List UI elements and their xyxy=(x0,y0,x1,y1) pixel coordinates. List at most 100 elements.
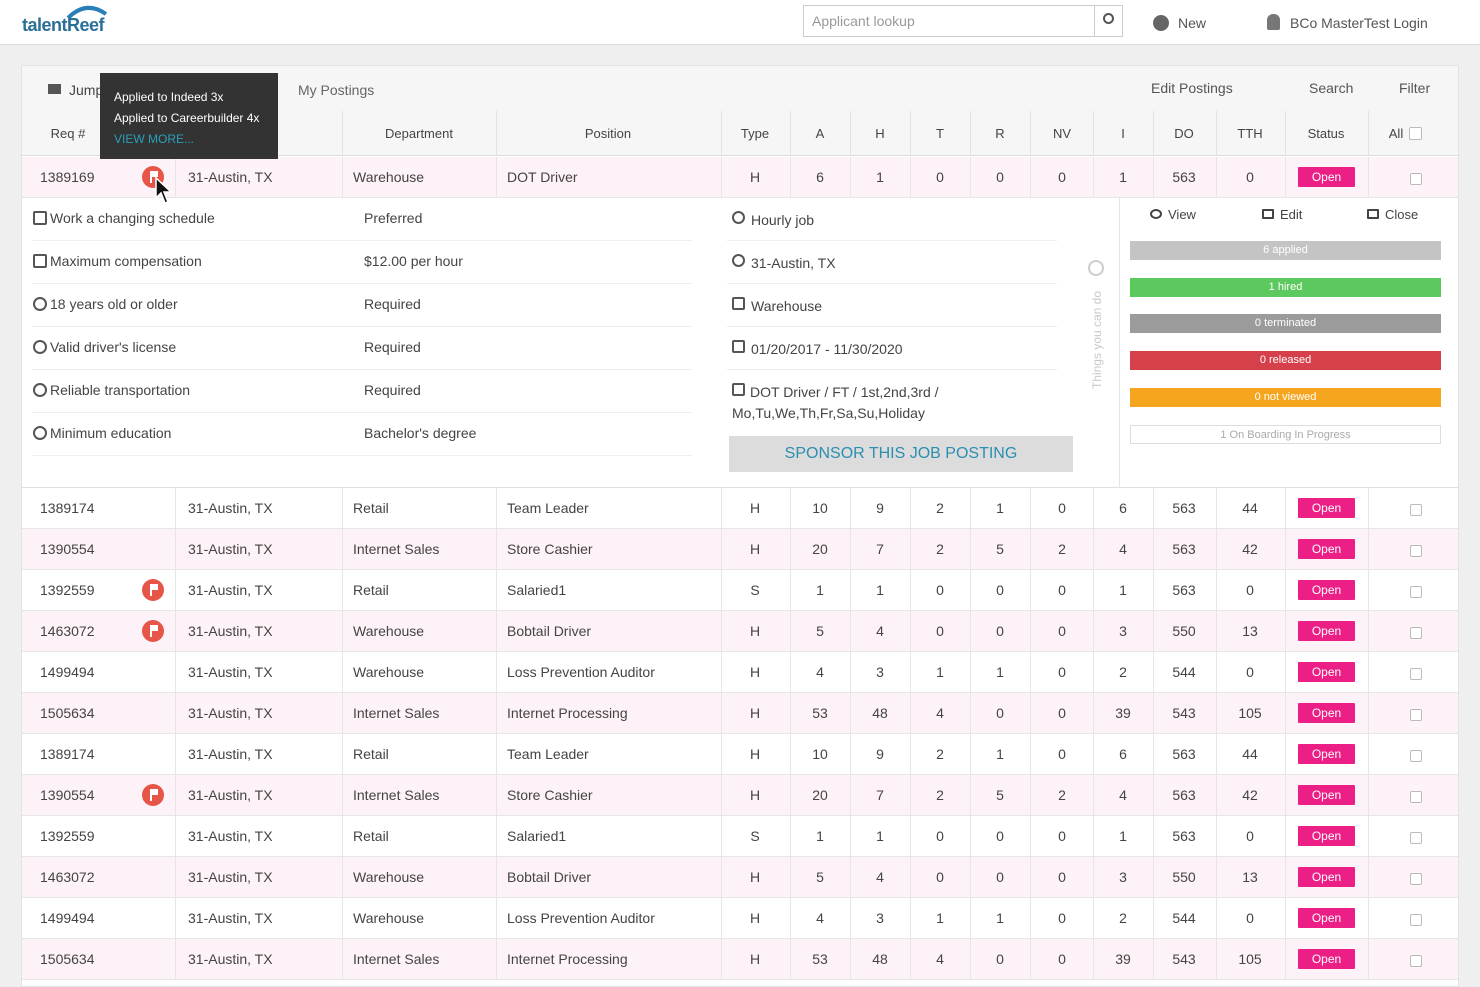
column-divider xyxy=(790,857,791,898)
toolbar-filter[interactable]: Filter xyxy=(1399,80,1431,96)
cell-tth: 42 xyxy=(1242,541,1258,557)
table-row[interactable] xyxy=(22,816,1458,857)
flag-icon xyxy=(142,784,164,806)
status-bar: 1 hired xyxy=(1130,277,1441,297)
status-badge[interactable]: Open xyxy=(1298,744,1355,764)
row-checkbox[interactable] xyxy=(1410,955,1422,967)
table-row[interactable] xyxy=(22,652,1458,693)
column-divider xyxy=(721,898,722,939)
status-badge[interactable]: Open xyxy=(1298,949,1355,969)
column-divider xyxy=(1285,652,1286,693)
table-row[interactable] xyxy=(22,488,1458,529)
row-checkbox[interactable] xyxy=(1410,545,1422,557)
column-divider xyxy=(721,939,722,980)
user-menu[interactable]: BCo MasterTest Login xyxy=(1290,15,1428,31)
status-badge[interactable]: Open xyxy=(1298,826,1355,846)
table-row[interactable] xyxy=(22,734,1458,775)
requirement-icon xyxy=(33,211,47,225)
cell-tth: 105 xyxy=(1238,705,1262,721)
table-row[interactable] xyxy=(22,775,1458,816)
breadcrumb-home[interactable]: Jump xyxy=(69,82,104,98)
search-box[interactable]: Applicant lookup xyxy=(803,5,1123,37)
table-row[interactable] xyxy=(22,611,1458,652)
info-text: DOT Driver / FT / 1st,2nd,3rd / Mo,Tu,We… xyxy=(732,384,939,421)
cell-location: 31-Austin, TX xyxy=(188,787,273,803)
status-badge[interactable]: Open xyxy=(1298,908,1355,928)
column-divider xyxy=(1153,529,1154,570)
cell-nv: 0 xyxy=(1058,664,1066,680)
row-checkbox[interactable] xyxy=(1410,873,1422,885)
cell-type: H xyxy=(749,746,761,762)
status-badge[interactable]: Open xyxy=(1298,621,1355,641)
status-badge[interactable]: Open xyxy=(1298,867,1355,887)
row-checkbox[interactable] xyxy=(1410,791,1422,803)
cell-nv: 0 xyxy=(1058,705,1066,721)
table-row[interactable] xyxy=(22,898,1458,939)
new-button[interactable]: New xyxy=(1178,15,1207,31)
column-divider xyxy=(970,488,971,529)
mouse-cursor xyxy=(155,176,173,204)
select-all-checkbox[interactable] xyxy=(1409,127,1422,140)
status-badge[interactable]: Open xyxy=(1298,580,1355,600)
breadcrumb-current[interactable]: My Postings xyxy=(298,82,375,98)
requirement-value: Preferred xyxy=(364,210,423,226)
status-badge[interactable]: Open xyxy=(1298,539,1355,559)
table-row[interactable] xyxy=(22,157,1458,198)
row-checkbox[interactable] xyxy=(1410,709,1422,721)
detail-divider xyxy=(32,283,692,284)
cell-type: H xyxy=(749,169,761,185)
table-row[interactable] xyxy=(22,693,1458,734)
column-divider xyxy=(790,570,791,611)
cell-tth: 0 xyxy=(1246,169,1254,185)
cell-do: 544 xyxy=(1172,910,1196,926)
cell-do: 563 xyxy=(1172,746,1196,762)
sponsor-button[interactable]: SPONSOR THIS JOB POSTING xyxy=(729,436,1073,472)
cell-department: Retail xyxy=(353,746,389,762)
row-checkbox[interactable] xyxy=(1410,914,1422,926)
cell-req: 1390554 xyxy=(40,787,95,803)
table-row[interactable] xyxy=(22,529,1458,570)
cell-position: Internet Processing xyxy=(507,951,628,967)
column-divider xyxy=(1368,111,1369,156)
row-checkbox[interactable] xyxy=(1410,586,1422,598)
column-divider xyxy=(1093,529,1094,570)
cell-tth: 0 xyxy=(1246,664,1254,680)
search-button[interactable] xyxy=(1094,6,1123,36)
status-bar: 0 terminated xyxy=(1130,314,1441,334)
status-badge[interactable]: Open xyxy=(1298,662,1355,682)
tooltip-link[interactable]: VIEW MORE... xyxy=(114,132,195,146)
action-1[interactable]: Edit xyxy=(1280,207,1303,222)
column-divider xyxy=(1093,857,1094,898)
status-badge[interactable]: Open xyxy=(1298,785,1355,805)
row-checkbox[interactable] xyxy=(1410,668,1422,680)
table-row[interactable] xyxy=(22,570,1458,611)
column-divider xyxy=(1030,857,1031,898)
table-row[interactable] xyxy=(22,857,1458,898)
cell-r: 1 xyxy=(996,500,1004,516)
detail-divider xyxy=(32,326,692,327)
status-badge[interactable]: Open xyxy=(1298,167,1355,187)
edit-postings[interactable]: Edit Postings xyxy=(1151,80,1233,96)
column-divider xyxy=(721,488,722,529)
action-2[interactable]: Close xyxy=(1385,207,1419,222)
status-badge[interactable]: Open xyxy=(1298,703,1355,723)
column-header: Req # xyxy=(50,126,86,141)
cell-a: 53 xyxy=(812,705,828,721)
cell-department: Retail xyxy=(353,828,389,844)
row-checkbox[interactable] xyxy=(1410,627,1422,639)
column-divider xyxy=(496,570,497,611)
toolbar-search[interactable]: Search xyxy=(1309,80,1354,96)
action-0[interactable]: View xyxy=(1168,207,1196,222)
cell-type: S xyxy=(750,828,760,844)
row-checkbox[interactable] xyxy=(1410,832,1422,844)
column-divider xyxy=(790,734,791,775)
column-divider xyxy=(1368,693,1369,734)
status-bar: 6 applied xyxy=(1130,241,1441,260)
row-checkbox[interactable] xyxy=(1410,750,1422,762)
status-badge[interactable]: Open xyxy=(1298,498,1355,518)
table-row[interactable] xyxy=(22,939,1458,980)
cell-r: 0 xyxy=(996,951,1004,967)
action-icon xyxy=(1150,209,1162,219)
row-checkbox[interactable] xyxy=(1410,173,1422,185)
row-checkbox[interactable] xyxy=(1410,504,1422,516)
